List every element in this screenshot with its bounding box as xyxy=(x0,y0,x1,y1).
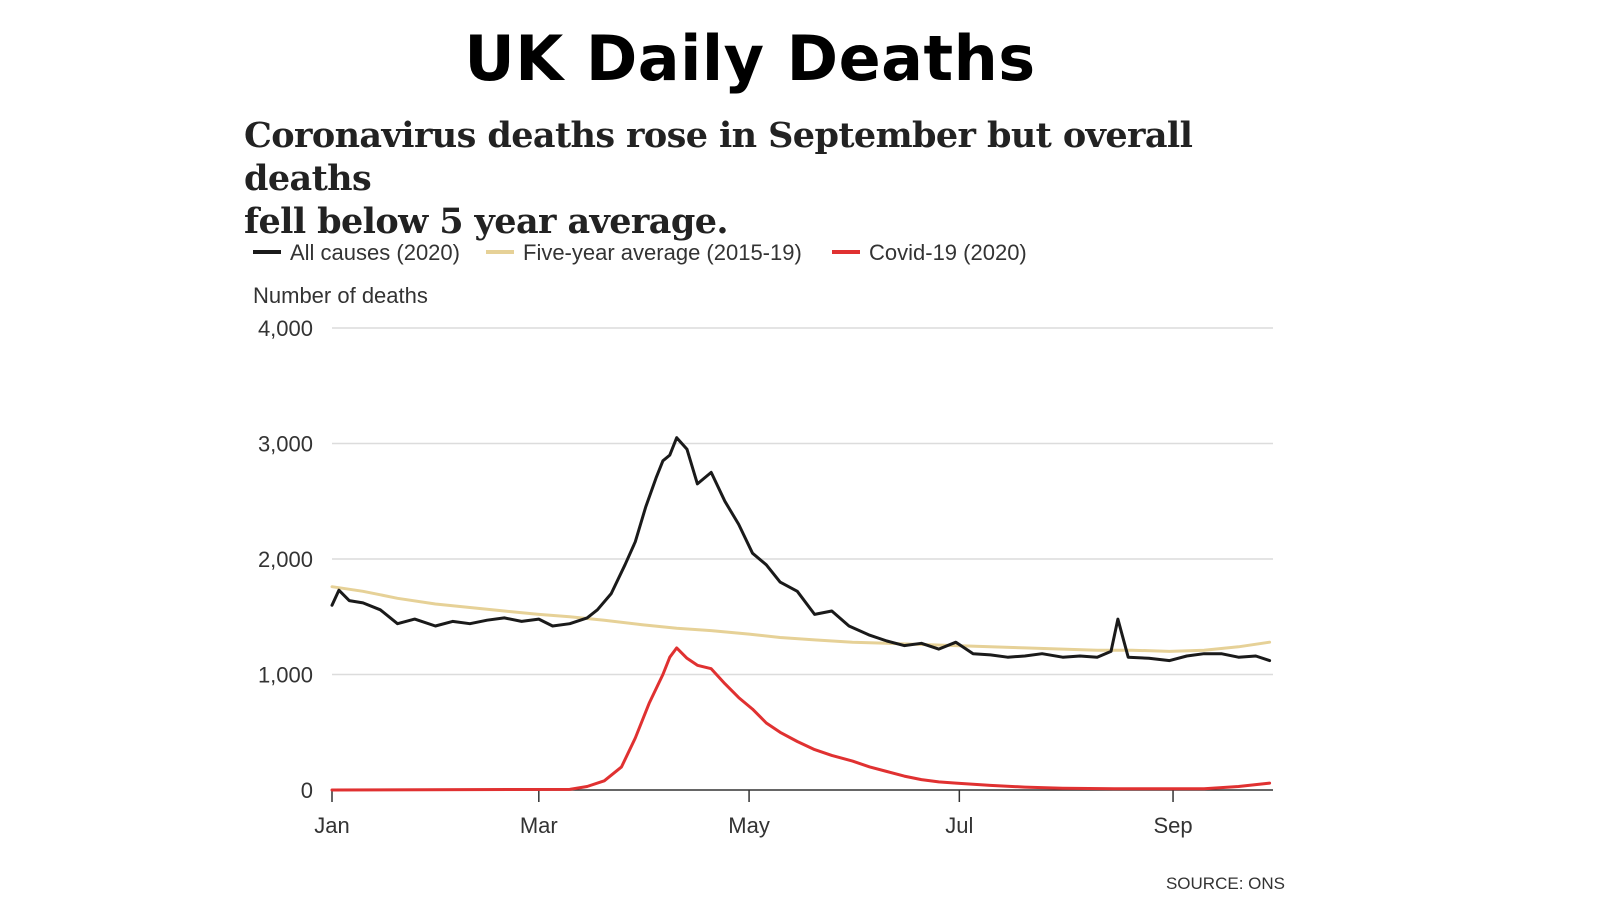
y-axis-label: Number of deaths xyxy=(253,283,428,308)
gridlines xyxy=(332,327,1273,676)
x-tick-label: Sep xyxy=(1153,813,1192,838)
y-tick-label: 2,000 xyxy=(258,547,313,572)
subtitle-line-2: fell below 5 year average. xyxy=(244,201,729,242)
x-tick-label: Jan xyxy=(314,813,349,838)
chart-legend: All causes (2020) Five-year average (2015… xyxy=(253,240,1027,265)
x-tick-label: Mar xyxy=(520,813,558,838)
x-tick-label: Jul xyxy=(945,813,973,838)
source-note: SOURCE: ONS xyxy=(1166,874,1285,893)
series-all-causes-line xyxy=(330,436,1272,663)
series-covid-19-line xyxy=(330,646,1272,792)
series-five-year-average-line xyxy=(330,585,1272,653)
x-axis: Jan Mar May Jul Sep xyxy=(314,789,1273,838)
page-title: UK Daily Deaths xyxy=(464,22,1036,95)
y-tick-label: 0 xyxy=(301,778,313,803)
subtitle-line-1: Coronavirus deaths rose in September but… xyxy=(244,115,1193,199)
legend-label: Five-year average (2015-19) xyxy=(523,240,802,265)
data-series xyxy=(330,436,1272,792)
legend-label: Covid-19 (2020) xyxy=(869,240,1027,265)
y-axis-ticks: 0 1,000 2,000 3,000 4,000 xyxy=(258,316,313,803)
y-tick-label: 4,000 xyxy=(258,316,313,341)
y-tick-label: 3,000 xyxy=(258,432,313,457)
legend-label: All causes (2020) xyxy=(290,240,460,265)
x-tick-label: May xyxy=(728,813,770,838)
chart-subtitle: Coronavirus deaths rose in September but… xyxy=(244,114,1284,243)
y-tick-label: 1,000 xyxy=(258,663,313,688)
